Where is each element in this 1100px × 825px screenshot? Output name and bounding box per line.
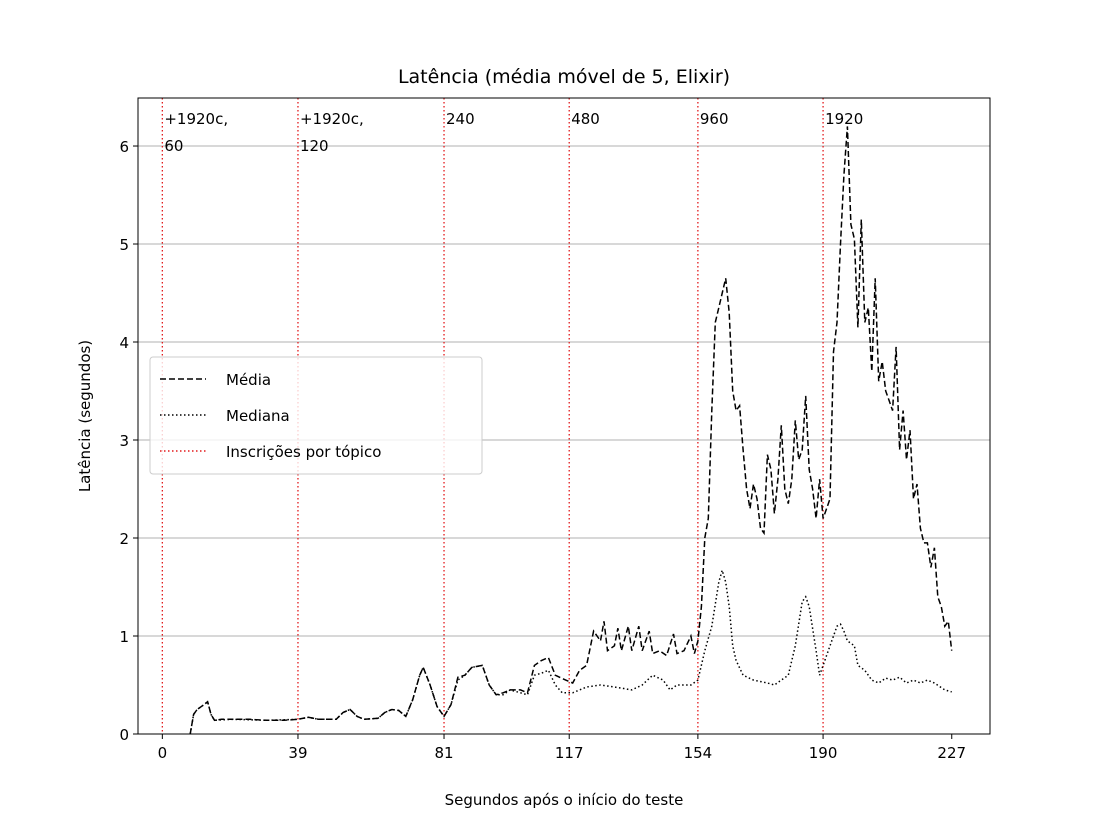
- legend-label: Média: [226, 371, 271, 389]
- marker-label: 60: [164, 137, 183, 155]
- x-tick-label: 0: [158, 744, 168, 762]
- x-tick-label: 227: [937, 744, 966, 762]
- y-tick-label: 4: [119, 334, 129, 352]
- chart-title: Latência (média móvel de 5, Elixir): [398, 66, 730, 88]
- x-tick-label: 154: [684, 744, 713, 762]
- y-axis-label: Latência (segundos): [76, 340, 94, 492]
- y-tick-label: 1: [119, 628, 129, 646]
- marker-label: +1920c,: [164, 110, 228, 128]
- series-line: [189, 567, 952, 735]
- y-tick-label: 6: [119, 138, 129, 156]
- legend-box: [149, 356, 483, 475]
- x-axis-label: Segundos após o início do teste: [445, 791, 684, 809]
- marker-label: +1920c,: [300, 110, 364, 128]
- marker-label: 960: [700, 110, 729, 128]
- series-line: [189, 126, 953, 735]
- x-tick-label: 39: [288, 744, 307, 762]
- plot-frame: [137, 97, 991, 735]
- y-tick-label: 5: [119, 236, 129, 254]
- marker-label: 120: [300, 137, 329, 155]
- marker-label: 240: [446, 110, 475, 128]
- legend-label: Inscrições por tópico: [226, 443, 381, 461]
- x-tick-label: 190: [809, 744, 838, 762]
- x-tick-label: 117: [555, 744, 584, 762]
- y-tick-label: 0: [119, 726, 129, 744]
- legend-label: Mediana: [226, 407, 290, 425]
- x-tick-label: 81: [434, 744, 453, 762]
- marker-label: 1920: [825, 110, 863, 128]
- y-tick-label: 2: [119, 530, 129, 548]
- y-tick-label: 3: [119, 432, 129, 450]
- marker-label: 480: [571, 110, 600, 128]
